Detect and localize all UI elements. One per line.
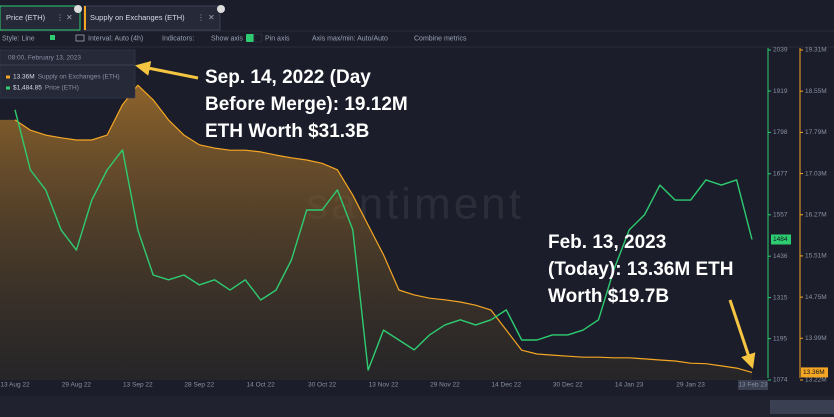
tooltip-swatch — [6, 86, 10, 90]
tooltip-value: $1,484.85 — [13, 85, 42, 92]
navigator[interactable] — [0, 396, 834, 417]
x-tick-label: 29 Jan 23 — [676, 382, 705, 389]
navigator-handle[interactable] — [770, 400, 834, 414]
price-badge-label: 1484 — [773, 236, 788, 243]
price-badge — [771, 234, 791, 245]
toolbar-item[interactable]: Style: Line — [2, 35, 35, 42]
color-swatch[interactable] — [50, 35, 55, 40]
tab-label[interactable]: Price (ETH) — [6, 13, 46, 22]
interval-icon — [75, 34, 85, 42]
annotation: Sep. 14, 2022 (Day — [205, 67, 371, 88]
y-tick-label: 1677 — [773, 171, 788, 178]
y2-tick-label: 17.03M — [805, 170, 827, 177]
tab[interactable] — [0, 5, 81, 31]
y-tick-label: 1315 — [773, 294, 788, 301]
tab-menu[interactable]: ⋮ — [56, 13, 64, 22]
toolbar-item[interactable]: Show axis — [211, 35, 243, 42]
toolbar-item[interactable]: Pin axis — [265, 35, 290, 42]
annotation: Worth $19.7B — [548, 286, 669, 307]
annotation: ETH Worth $31.3B — [205, 121, 369, 142]
toolbar-item[interactable]: Axis max/min: Auto/Auto — [312, 35, 388, 42]
y-tick-label: 1436 — [773, 253, 788, 260]
toolbar-item[interactable]: Indicators: — [162, 35, 194, 42]
annotation-arrow — [135, 60, 199, 80]
annotation: (Today): 13.36M ETH — [548, 259, 733, 280]
y-tick-label: 1557 — [773, 212, 788, 219]
x-tick-label: 13 Feb 23 — [738, 382, 768, 389]
tooltip-value: 13.36M — [13, 74, 35, 81]
series-line — [14, 109, 753, 371]
supply-badge — [801, 367, 828, 378]
x-tick-label: 14 Oct 22 — [247, 382, 276, 389]
y-tick-label: 2039 — [773, 47, 788, 54]
supply-area — [0, 85, 752, 380]
x-tick-label: 13 Sep 22 — [123, 382, 153, 389]
x-tick-label: 28 Sep 22 — [184, 382, 214, 389]
tooltip-box — [0, 49, 136, 99]
checkbox[interactable] — [246, 34, 254, 42]
tab-badge — [217, 5, 225, 13]
x-tick-label: 30 Oct 22 — [308, 382, 337, 389]
x-tick-label: 14 Dec 22 — [492, 382, 522, 389]
tooltip-time: 08:00, February 13, 2023 — [8, 55, 81, 62]
x-tick-label: 29 Nov 22 — [430, 382, 460, 389]
x-tick-label: 13 Nov 22 — [369, 382, 399, 389]
tab-accent — [84, 6, 86, 30]
supply-badge-label: 13.36M — [803, 369, 825, 376]
y2-tick-label: 13.22M — [805, 377, 827, 384]
y-tick-label: 1195 — [773, 335, 787, 342]
y2-tick-label: 19.31M — [805, 47, 827, 54]
tab-close[interactable]: ✕ — [208, 13, 215, 22]
y2-tick-label: 17.79M — [805, 129, 827, 136]
y2-tick-label: 15.51M — [805, 253, 827, 260]
series-line — [14, 84, 753, 373]
checkbox-gap — [253, 33, 263, 43]
y2-tick-label: 13.99M — [805, 335, 827, 342]
y2-tick-label: 16.27M — [805, 211, 827, 218]
y-tick-label: 1919 — [773, 88, 788, 95]
tooltip-name: Price (ETH) — [45, 85, 79, 92]
y2-tick-label: 14.75M — [805, 294, 827, 301]
x-tick-label: 14 Jan 23 — [615, 382, 644, 389]
tab-menu[interactable]: ⋮ — [197, 13, 205, 22]
toolbar-item[interactable]: Combine metrics — [414, 35, 467, 42]
toolbar-item[interactable]: Interval: Auto (4h) — [88, 35, 143, 42]
tab-close[interactable]: ✕ — [66, 13, 73, 22]
tab-badge — [74, 5, 82, 13]
y-tick-label: 1074 — [773, 377, 788, 384]
tooltip-swatch — [6, 75, 10, 79]
tooltip-name: Supply on Exchanges (ETH) — [38, 74, 120, 81]
x-tick-label: 30 Dec 22 — [553, 382, 583, 389]
y2-tick-label: 18.55M — [805, 88, 827, 95]
x-tick-label: 29 Aug 22 — [62, 382, 92, 389]
annotation: Before Merge): 19.12M — [205, 94, 408, 115]
annotation-arrow — [728, 299, 756, 369]
annotation: Feb. 13, 2023 — [548, 232, 666, 253]
x-tick-label: 13 Aug 22 — [0, 382, 30, 389]
x-tick-highlight — [738, 380, 768, 390]
y-tick-label: 1798 — [773, 129, 788, 136]
tab-label[interactable]: Supply on Exchanges (ETH) — [90, 13, 185, 22]
